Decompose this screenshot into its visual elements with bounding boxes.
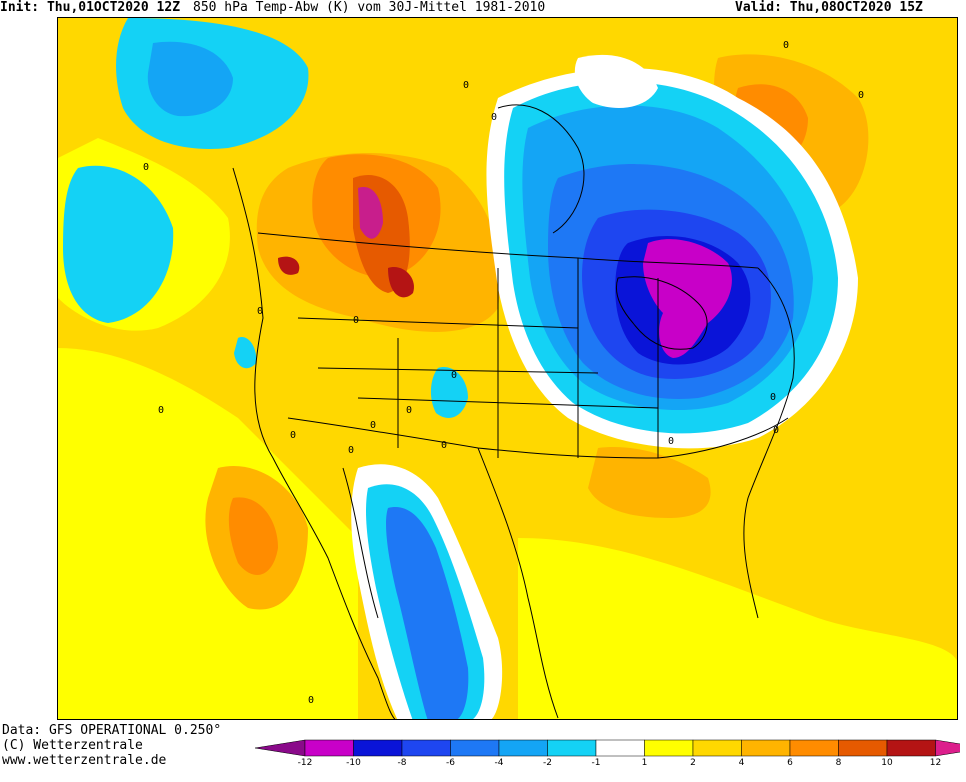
mexico-east-coast [477,447,559,719]
legend-color-box [644,739,694,757]
map-canvas: 0 0 0 0 0 0 0 0 0 0 0 0 0 0 0 0 0 0 [58,18,957,719]
legend-tick-label: -10 [346,758,361,768]
contour-label: 0 [773,425,779,436]
anomaly-region-colorado-cyan [430,367,468,418]
legend-color-box [741,739,791,757]
init-timestamp: Init: Thu,01OCT2020 12Z [0,0,181,15]
zero-contour-labels: 0 0 0 0 0 0 0 0 0 0 0 0 0 0 0 0 0 0 [143,40,864,706]
contour-label: 0 [257,306,263,317]
legend-tick-label: -6 [446,758,455,768]
temperature-anomaly-map: 0 0 0 0 0 0 0 0 0 0 0 0 0 0 0 0 0 0 [57,17,958,720]
east-coast-outline [743,267,795,619]
legend-tick-label: -2 [543,758,552,768]
anomaly-region-hudson-zero [574,54,658,108]
valid-timestamp: Valid: Thu,08OCT2020 15Z [735,0,923,15]
state-borders [297,258,659,458]
contour-label: 0 [158,405,164,416]
legend-color-box [498,739,548,757]
contour-label: 0 [441,440,447,451]
hudson-bay-coast [497,104,585,234]
legend-tick-label: 12 [929,758,942,768]
legend-tick-label: -12 [297,758,313,768]
legend-color-box [789,739,839,757]
contour-label: 0 [348,445,354,456]
legend-color-box [401,739,451,757]
anomaly-region-cold-magenta [643,239,732,358]
west-coast-outline [232,167,396,719]
anomaly-region-southeast-orange [588,447,711,518]
legend-arrow-low [254,739,306,757]
anomaly-region-alaska-blue [147,41,233,117]
anomaly-region-montana-core [388,267,414,298]
anomaly-region-gulf-yellow [518,538,957,719]
anomaly-region-mexico-blue [386,507,469,719]
contour-label: 0 [858,90,864,101]
legend-color-box [353,739,403,757]
legend-tick-label: 8 [835,758,842,768]
contour-label: 0 [308,695,314,706]
legend-colorbar [254,739,966,757]
anomaly-region-idaho-red [278,256,300,275]
legend-color-box [304,739,354,757]
legend-color-box [838,739,888,757]
us-canada-border [257,232,759,269]
us-mexico-gulf-border [287,417,789,459]
legend-tick-label: -8 [397,758,407,768]
legend-tick-label: 4 [738,758,745,768]
legend-color-box [692,739,742,757]
anomaly-region-nevada-cyan [234,337,257,369]
legend-tick-label: 2 [690,758,696,768]
legend-color-box [595,739,645,757]
copyright: (C) Wetterzentrale [2,738,143,753]
website-url[interactable]: www.wetterzentrale.de [2,753,167,768]
anomaly-region-pacific-cyan [63,165,174,323]
contour-label: 0 [770,392,776,403]
legend-color-box [450,739,500,757]
contour-label: 0 [353,315,359,326]
legend-tick-label: -1 [591,758,601,768]
contour-label: 0 [406,405,412,416]
color-legend: -12 -10 -8 -6 -4 -2 -1 1 2 4 6 8 10 12 [254,738,966,782]
contour-label: 0 [370,420,376,431]
legend-tick-label: -4 [494,758,504,768]
baja-california [342,467,379,619]
legend-color-box [886,739,936,757]
contour-label: 0 [491,112,497,123]
great-lakes-outline [615,276,708,350]
anomaly-region-southwest-darkorange [228,497,278,575]
contour-label: 0 [290,430,296,441]
contour-label: 0 [463,80,469,91]
legend-tick-label: 1 [641,758,648,768]
legend-arrow-high [935,739,966,757]
contour-label: 0 [143,162,149,173]
contour-label: 0 [451,370,457,381]
coastlines-borders [232,104,795,719]
legend-tick-label: 6 [787,758,793,768]
contour-label: 0 [668,436,674,447]
map-title: 850 hPa Temp-Abw (K) vom 30J-Mittel 1981… [193,0,546,15]
contour-label: 0 [783,40,789,51]
anomaly-region-montana-magenta [358,187,383,239]
legend-tick-label: 10 [881,758,893,768]
data-source: Data: GFS OPERATIONAL 0.250° [2,723,222,738]
legend-color-box [547,739,597,757]
